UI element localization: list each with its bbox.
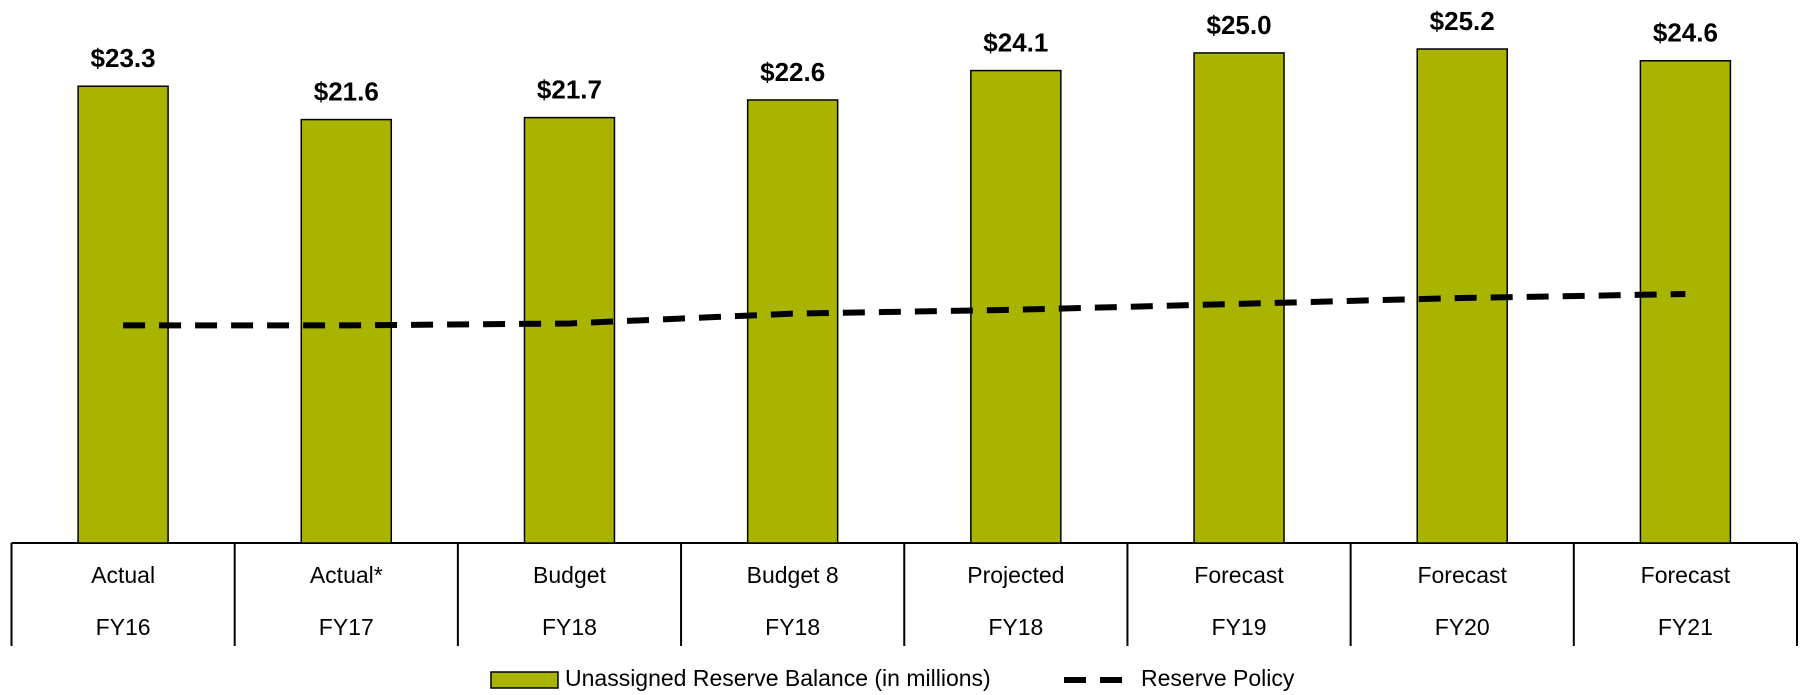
data-label: $24.6 — [1653, 18, 1718, 48]
x-tick-label: Actual* — [310, 562, 383, 588]
policy-line — [123, 291, 1686, 329]
data-label: $22.6 — [760, 57, 825, 87]
legend-label: Reserve Policy — [1141, 665, 1295, 691]
data-label: $21.7 — [537, 74, 602, 104]
bar — [77, 85, 169, 544]
x-tick-label: FY21 — [1658, 614, 1713, 640]
x-tick-label: Forecast — [1417, 562, 1507, 588]
x-tick-label: Projected — [967, 562, 1064, 588]
bar — [300, 118, 393, 544]
legend-swatch — [490, 671, 559, 689]
x-tick-label: FY20 — [1435, 614, 1490, 640]
data-label: $25.2 — [1430, 6, 1495, 36]
x-tick-label: FY19 — [1212, 614, 1267, 640]
bar — [1193, 52, 1285, 544]
x-tick-label: FY17 — [319, 614, 374, 640]
bar — [746, 99, 839, 544]
bar — [1639, 60, 1732, 544]
x-tick-label: FY16 — [96, 614, 151, 640]
x-tick-label: Forecast — [1641, 562, 1731, 588]
x-tick-label: Budget — [533, 562, 607, 588]
data-label: $23.3 — [91, 43, 156, 73]
x-tick-label: Budget 8 — [747, 562, 839, 588]
bar — [523, 116, 616, 544]
legend-label: Unassigned Reserve Balance (in millions) — [565, 665, 991, 691]
x-tick-label: Actual — [91, 562, 155, 588]
data-label: $24.1 — [983, 27, 1048, 57]
data-label: $25.0 — [1206, 10, 1271, 40]
x-tick-label: FY18 — [542, 614, 597, 640]
x-tick-label: FY18 — [988, 614, 1043, 640]
x-tick-label: Forecast — [1194, 562, 1284, 588]
bar — [970, 69, 1062, 544]
data-label: $21.6 — [314, 76, 379, 106]
x-tick-label: FY18 — [765, 614, 820, 640]
